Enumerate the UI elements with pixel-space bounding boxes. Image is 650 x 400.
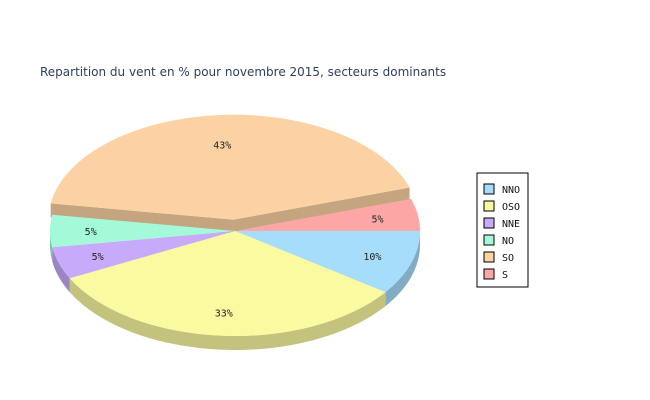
- legend-label-nne: NNE: [502, 219, 520, 230]
- legend-swatch-oso: [483, 200, 495, 212]
- legend-swatch-nne: [483, 217, 495, 229]
- pie-label-nne: 5%: [92, 252, 104, 263]
- pie-cut-so-1: [233, 187, 410, 234]
- chart-title: Repartition du vent en % pour novembre 2…: [40, 65, 446, 79]
- pie-slice-nne: [52, 231, 236, 279]
- legend-label-no: NO: [502, 236, 514, 247]
- pie-label-nno: 10%: [363, 252, 381, 263]
- pie-value-labels: 10% 33% 5% 5% 43% 5%: [85, 140, 384, 319]
- legend-label-nno: NNO: [502, 185, 520, 196]
- legend-swatch-so: [483, 251, 495, 263]
- pie-slice-so: [50, 114, 410, 220]
- legend-swatch-no: [483, 234, 495, 246]
- pie-cut-so-0: [50, 203, 234, 234]
- legend-label-so: SO: [502, 253, 514, 264]
- pie-slice-s: [235, 198, 420, 231]
- pie-slices: [49, 114, 420, 350]
- pie-slice-nno: [235, 231, 420, 293]
- pie-slice-oso: [69, 231, 386, 336]
- legend-box: [476, 172, 529, 288]
- legend-label-oso: OSO: [502, 202, 520, 213]
- legend-swatch-s: [483, 268, 495, 280]
- pie-label-so: 43%: [213, 140, 231, 151]
- pie-label-no: 5%: [85, 227, 97, 238]
- pie-wall-nno: [385, 231, 420, 307]
- pie-slice-no: [49, 214, 235, 248]
- pie-label-s: 5%: [372, 214, 384, 225]
- legend-swatch-nno: [483, 183, 495, 195]
- pie-wall-no: [50, 231, 53, 262]
- pie-wall-oso: [69, 278, 386, 350]
- pie-label-oso: 33%: [215, 309, 233, 320]
- pie-wall-nne: [52, 247, 70, 293]
- legend-label-s: S: [502, 270, 508, 281]
- legend: NNO OSO NNE NO SO S: [476, 172, 529, 288]
